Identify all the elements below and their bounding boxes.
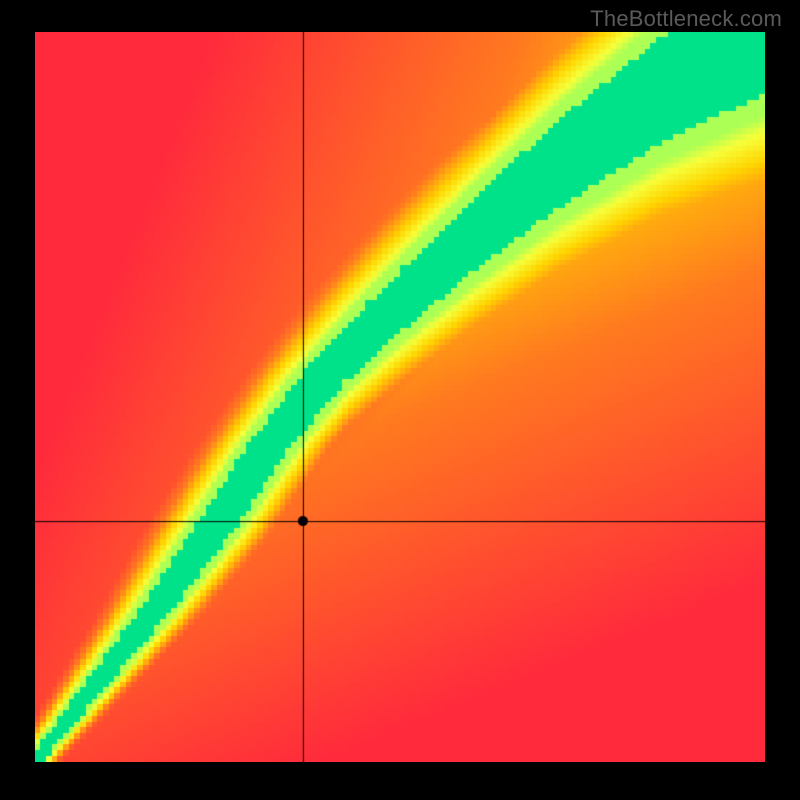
watermark-text: TheBottleneck.com [590, 6, 782, 32]
heatmap-canvas [35, 32, 765, 762]
chart-container: TheBottleneck.com [0, 0, 800, 800]
